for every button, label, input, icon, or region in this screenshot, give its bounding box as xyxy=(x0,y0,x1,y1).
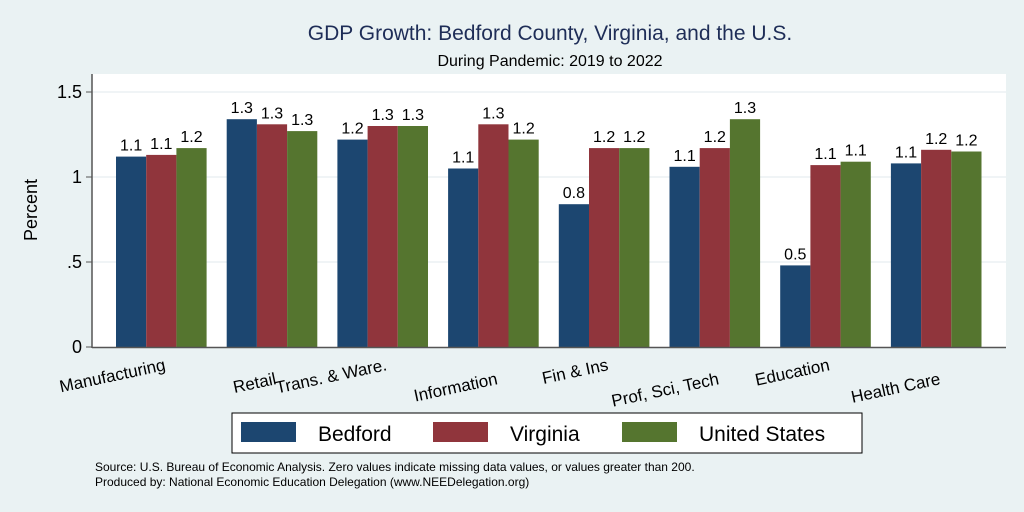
value-label: 1.3 xyxy=(734,100,756,117)
bar-bedford xyxy=(890,163,922,347)
bar-united-states xyxy=(840,161,871,347)
value-label: 1.2 xyxy=(623,129,645,146)
value-label: 1.3 xyxy=(261,105,283,122)
category-label: Prof, Sci, Tech xyxy=(610,369,721,410)
bar-bedford xyxy=(116,156,147,347)
y-tick-label: 1 xyxy=(72,167,82,187)
bar-bedford xyxy=(448,168,479,347)
y-tick-label: 1.5 xyxy=(57,82,82,102)
value-labels: 1.1 1.1 1.2 1.3 1.3 1.3 1.2 1.3 1.3 1.1 1.3 1.2 0.8 1… xyxy=(120,100,978,263)
bar-virginia xyxy=(810,165,841,347)
chart-title: GDP Growth: Bedford County, Virginia, an… xyxy=(308,22,792,45)
value-label: 1.3 xyxy=(372,107,394,124)
value-label: 1.1 xyxy=(452,150,474,167)
value-label: 1.1 xyxy=(150,136,172,153)
bar-virginia xyxy=(589,148,620,347)
value-label: 1.1 xyxy=(845,143,867,160)
bars xyxy=(116,119,982,347)
legend-label: United States xyxy=(699,423,825,446)
category-label: Information xyxy=(412,369,499,405)
value-label: 1.2 xyxy=(704,129,726,146)
bar-bedford xyxy=(558,204,589,347)
y-tick-label: 0 xyxy=(72,337,82,357)
legend-label: Bedford xyxy=(318,423,392,446)
value-label: 1.3 xyxy=(402,107,424,124)
category-label: Health Care xyxy=(849,369,942,406)
category-label: Fin & Ins xyxy=(540,355,610,388)
category-label: Manufacturing xyxy=(58,355,167,396)
produced-by-note: Produced by: National Economic Education… xyxy=(95,475,529,489)
bar-virginia xyxy=(256,124,288,347)
legend: Bedford Virginia United States xyxy=(231,412,863,454)
value-label: 1.3 xyxy=(291,112,313,129)
source-note: Source: U.S. Bureau of Economic Analysis… xyxy=(95,460,695,474)
value-label: 1.2 xyxy=(180,129,202,146)
legend-box xyxy=(231,412,863,454)
y-ticks: 0 .5 1 1.5 xyxy=(57,82,92,357)
bar-united-states xyxy=(729,119,761,347)
category-label: Trans. & Ware. xyxy=(274,355,389,397)
value-label: 1.1 xyxy=(814,146,836,163)
bar-bedford xyxy=(669,166,700,347)
bar-bedford xyxy=(226,119,257,347)
value-label: 1.2 xyxy=(512,121,534,138)
chart-subtitle: During Pandemic: 2019 to 2022 xyxy=(437,53,662,70)
bar-virginia xyxy=(699,148,730,347)
category-label: Education xyxy=(753,355,831,389)
bar-virginia xyxy=(146,154,177,347)
value-label: 0.8 xyxy=(563,185,585,202)
bar-united-states xyxy=(397,126,428,347)
value-label: 1.1 xyxy=(673,148,695,165)
bar-bedford xyxy=(337,139,368,347)
bar-virginia xyxy=(367,126,398,347)
value-label: 1.1 xyxy=(120,138,142,155)
legend-swatch-virginia xyxy=(433,422,488,442)
value-label: 1.1 xyxy=(895,144,917,161)
legend-swatch-united-states xyxy=(622,422,677,442)
bar-virginia xyxy=(478,124,509,347)
legend-label: Virginia xyxy=(510,423,580,446)
y-tick-label: .5 xyxy=(67,252,82,272)
value-label: 1.2 xyxy=(341,121,363,138)
bar-united-states xyxy=(951,151,982,347)
bar-united-states xyxy=(176,148,207,347)
bar-united-states xyxy=(287,131,318,347)
bar-united-states xyxy=(619,148,650,347)
value-label: 0.5 xyxy=(784,246,806,263)
value-label: 1.2 xyxy=(925,131,947,148)
value-label: 1.2 xyxy=(955,133,977,150)
y-axis-label: Percent xyxy=(21,179,41,241)
legend-swatch-bedford xyxy=(241,422,296,442)
bar-bedford xyxy=(780,265,811,347)
value-label: 1.3 xyxy=(231,100,253,117)
value-label: 1.2 xyxy=(593,129,615,146)
value-label: 1.3 xyxy=(482,105,504,122)
bar-virginia xyxy=(921,149,952,347)
bar-united-states xyxy=(508,139,539,347)
category-label: Retail xyxy=(231,369,277,397)
